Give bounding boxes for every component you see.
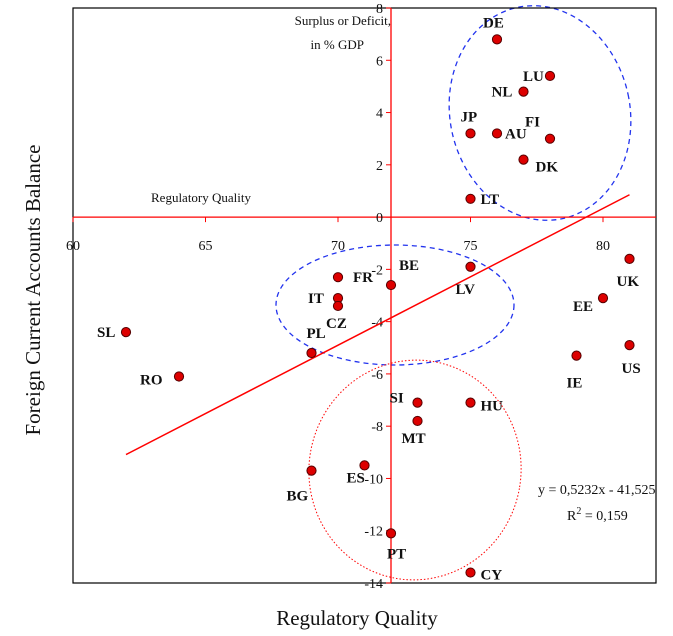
- data-label-fi: FI: [525, 115, 540, 131]
- data-label-it: IT: [308, 291, 324, 307]
- data-label-si: SI: [390, 391, 404, 407]
- annotations: Foreign Current Accounts Balance Regulat…: [21, 13, 656, 630]
- y-axis-title: Foreign Current Accounts Balance: [21, 144, 45, 435]
- data-label-de: DE: [483, 15, 504, 31]
- y-tick-label: -8: [371, 420, 383, 435]
- y-tick-label: 6: [376, 54, 383, 69]
- data-label-mt: MT: [402, 431, 426, 447]
- cluster-ellipse-middle: [275, 244, 515, 366]
- axes: 60 65 70 75 80 8 6 4 2 0 -2 -4 -6 -8 -10 -12 -14: [66, 2, 657, 592]
- data-label-nl: NL: [492, 85, 513, 101]
- data-label-ro: RO: [140, 373, 163, 389]
- data-point-us: [624, 340, 635, 351]
- data-point-jp: [465, 128, 476, 139]
- data-point-mt: [412, 415, 423, 427]
- regression-equation: y = 0,5232x - 41,525: [538, 483, 656, 498]
- regression-line: [125, 194, 630, 456]
- data-point-dk: [518, 154, 529, 165]
- y-tick-label: -4: [371, 316, 383, 331]
- cluster-ellipse-upper: [448, 5, 632, 221]
- y-axis-note-line2: in % GDP: [311, 37, 364, 52]
- data-point-be: [385, 279, 397, 291]
- data-label-uk: UK: [617, 274, 640, 290]
- y-tick-label: 4: [376, 107, 383, 122]
- y-tick-label: 2: [376, 159, 383, 174]
- data-point-lt: [465, 193, 476, 204]
- r-squared-sup: 2: [576, 506, 581, 517]
- data-point-lu: [544, 70, 556, 82]
- data-label-hu: HU: [481, 399, 504, 415]
- data-label-be: BE: [399, 258, 419, 274]
- data-point-bg: [306, 465, 317, 476]
- cluster-ellipse-lower: [308, 359, 522, 581]
- data-point-sl: [120, 326, 132, 338]
- data-point-fi: [544, 133, 556, 144]
- y-tick-label: -10: [364, 472, 383, 487]
- y-tick-label: -6: [371, 368, 383, 383]
- data-point-fr: [332, 272, 344, 283]
- y-axis-note-line1: Surplus or Deficit,: [295, 13, 391, 28]
- y-tick-label: -12: [364, 525, 383, 540]
- data-point-au: [491, 128, 503, 139]
- data-point-ie: [571, 350, 582, 361]
- data-label-lu: LU: [523, 69, 544, 85]
- data-label-lv: LV: [456, 282, 476, 298]
- x-tick-label: 75: [464, 239, 478, 254]
- y-tick-label: 8: [376, 2, 383, 17]
- data-label-fr: FR: [353, 270, 373, 286]
- data-label-us: US: [622, 361, 641, 377]
- data-label-au: AU: [505, 126, 527, 142]
- x-tick-label: 80: [596, 239, 610, 254]
- data-point-de: [491, 34, 503, 45]
- y-tick-label: -14: [364, 577, 383, 592]
- x-axis-title: Regulatory Quality: [276, 606, 438, 630]
- data-label-dk: DK: [536, 160, 559, 176]
- r-squared-label: R2 = 0,159: [567, 506, 628, 524]
- data-label-ie: IE: [567, 376, 583, 392]
- data-point-nl: [518, 86, 529, 97]
- data-label-bg: BG: [287, 489, 309, 505]
- r-squared-value: = 0,159: [581, 509, 627, 524]
- data-point-pt: [385, 528, 397, 539]
- data-point-uk: [624, 253, 635, 265]
- cluster-ellipses: [275, 5, 632, 581]
- y-tick-label: 0: [376, 211, 383, 226]
- data-label-es: ES: [347, 470, 365, 486]
- data-label-ee: EE: [573, 299, 593, 315]
- data-label-pt: PT: [387, 546, 406, 562]
- data-label-jp: JP: [461, 109, 478, 125]
- data-label-cz: CZ: [326, 316, 347, 332]
- data-point-ro: [173, 371, 185, 382]
- data-label-cy: CY: [481, 568, 503, 584]
- x-tick-label: 60: [66, 239, 80, 254]
- x-tick-label: 70: [331, 239, 345, 254]
- plot-frame: [72, 7, 657, 584]
- data-point-lv: [465, 261, 476, 272]
- data-point-cz: [332, 300, 344, 312]
- r-squared-r: R: [567, 509, 577, 524]
- data-point-hu: [465, 397, 476, 408]
- y-tick-label: -2: [371, 263, 383, 278]
- data-point-cy: [465, 567, 476, 578]
- x-tick-label: 65: [199, 239, 213, 254]
- data-point-ee: [597, 293, 609, 304]
- data-point-pl: [306, 347, 317, 359]
- x-axis-inline-label: Regulatory Quality: [151, 190, 252, 205]
- data-label-lt: LT: [481, 192, 500, 208]
- data-point-si: [412, 397, 423, 408]
- data-label-pl: PL: [307, 326, 326, 342]
- data-label-sl: SL: [97, 325, 115, 341]
- data-point-es: [359, 460, 370, 471]
- regression-line-group: [125, 194, 630, 456]
